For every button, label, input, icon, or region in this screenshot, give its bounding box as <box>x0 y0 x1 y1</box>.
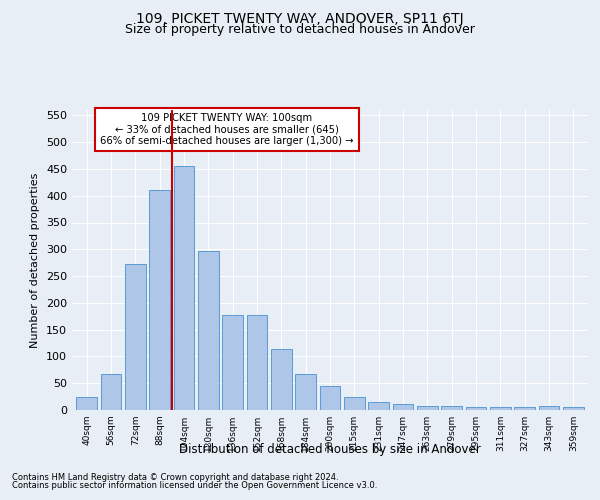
Bar <box>563 408 584 410</box>
Bar <box>295 374 316 410</box>
Bar <box>417 406 438 410</box>
Bar <box>222 314 243 410</box>
Bar <box>344 396 365 410</box>
Bar <box>368 402 389 410</box>
Text: Size of property relative to detached houses in Andover: Size of property relative to detached ho… <box>125 22 475 36</box>
Text: 109 PICKET TWENTY WAY: 100sqm
← 33% of detached houses are smaller (645)
66% of : 109 PICKET TWENTY WAY: 100sqm ← 33% of d… <box>100 113 353 146</box>
Bar <box>101 374 121 410</box>
Bar <box>466 408 487 410</box>
Bar <box>125 264 146 410</box>
Bar <box>490 408 511 410</box>
Bar <box>442 406 462 410</box>
Bar <box>198 252 218 410</box>
Text: Distribution of detached houses by size in Andover: Distribution of detached houses by size … <box>179 442 481 456</box>
Y-axis label: Number of detached properties: Number of detached properties <box>31 172 40 348</box>
Bar <box>76 396 97 410</box>
Text: Contains HM Land Registry data © Crown copyright and database right 2024.: Contains HM Land Registry data © Crown c… <box>12 473 338 482</box>
Text: Contains public sector information licensed under the Open Government Licence v3: Contains public sector information licen… <box>12 480 377 490</box>
Bar <box>514 408 535 410</box>
Bar <box>247 314 268 410</box>
Text: 109, PICKET TWENTY WAY, ANDOVER, SP11 6TJ: 109, PICKET TWENTY WAY, ANDOVER, SP11 6T… <box>136 12 464 26</box>
Bar <box>320 386 340 410</box>
Bar <box>539 406 559 410</box>
Bar <box>271 350 292 410</box>
Bar <box>392 404 413 410</box>
Bar <box>173 166 194 410</box>
Bar <box>149 190 170 410</box>
